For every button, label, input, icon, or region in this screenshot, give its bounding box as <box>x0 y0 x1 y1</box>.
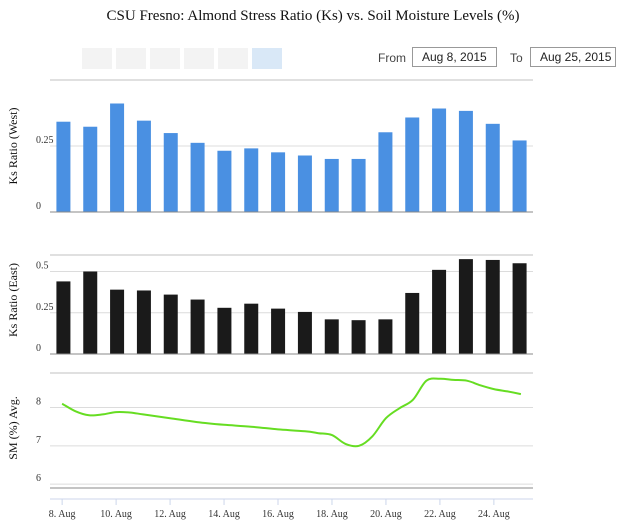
moisture-pane: 6 7 8 SM (%) Avg. <box>6 372 533 489</box>
east-bar-aug-25 <box>512 263 527 354</box>
range-button-4[interactable] <box>184 48 214 69</box>
east-y-tick-label: 0.25 <box>36 302 54 313</box>
west-y-tick-label: 0 <box>36 201 41 212</box>
east-bar-aug-15 <box>244 303 259 354</box>
east-bar-aug-19 <box>351 320 366 354</box>
west-bar-aug-10 <box>110 103 125 212</box>
east-bar-aug-16 <box>271 308 286 354</box>
east-bar-aug-10 <box>110 289 125 354</box>
moisture-y-tick-label: 6 <box>36 473 41 484</box>
east-bar-aug-23 <box>458 259 473 354</box>
east-pane: 0 0.25 0.5 Ks Ratio (East) <box>6 254 533 355</box>
moisture-series-line <box>61 377 522 448</box>
chart-title: CSU Fresno: Almond Stress Ratio (Ks) vs.… <box>106 8 520 24</box>
west-bar-aug-22 <box>432 108 447 212</box>
east-bar-aug-8 <box>56 281 71 354</box>
east-y-tick-label: 0.5 <box>36 261 49 272</box>
east-bar-aug-22 <box>432 269 447 354</box>
west-bar-aug-13 <box>190 142 205 212</box>
east-bar-aug-13 <box>190 299 205 354</box>
east-bar-aug-20 <box>378 319 393 354</box>
x-tick-label: 20. Aug <box>370 509 402 520</box>
west-pane: 0 0.25 Ks Ratio (West) <box>6 79 533 213</box>
west-y-axis-title: Ks Ratio (West) <box>6 107 20 184</box>
east-bar-aug-12 <box>163 294 178 354</box>
west-bar-aug-23 <box>458 110 473 212</box>
x-tick-label: 18. Aug <box>316 509 348 520</box>
west-bar-aug-12 <box>163 133 178 212</box>
west-bar-aug-11 <box>136 120 151 212</box>
x-tick-label: 8. Aug <box>49 509 76 520</box>
moisture-y-tick-label: 8 <box>36 397 41 408</box>
to-date-input[interactable]: Aug 25, 2015 <box>530 47 616 67</box>
east-bar-aug-17 <box>297 311 312 354</box>
east-bar-aug-24 <box>485 259 500 354</box>
east-bar-aug-21 <box>405 292 420 354</box>
x-tick-label: 22. Aug <box>424 509 456 520</box>
west-bar-aug-24 <box>485 123 500 212</box>
west-bar-aug-20 <box>378 132 393 212</box>
west-bar-aug-16 <box>271 152 286 212</box>
east-y-tick-label: 0 <box>36 343 41 354</box>
x-tick-label: 16. Aug <box>262 509 294 520</box>
west-bar-aug-15 <box>244 148 259 212</box>
range-button-1[interactable] <box>82 48 112 69</box>
x-axis: 8. Aug 10. Aug 12. Aug 14. Aug 16. Aug 18. Au… <box>49 498 533 520</box>
moisture-y-axis-title: SM (%) Avg. <box>6 396 20 459</box>
x-tick-label: 14. Aug <box>208 509 240 520</box>
x-tick-label: 10. Aug <box>100 509 132 520</box>
from-label: From <box>378 51 406 65</box>
range-button-5[interactable] <box>218 48 248 69</box>
range-button-6-active[interactable] <box>252 48 282 69</box>
moisture-y-tick-label: 7 <box>36 435 41 446</box>
west-bar-aug-19 <box>351 158 366 212</box>
east-y-axis-title: Ks Ratio (East) <box>6 263 20 337</box>
west-bar-aug-14 <box>217 150 232 212</box>
east-bar-aug-11 <box>136 290 151 354</box>
east-bar-aug-18 <box>324 319 339 354</box>
west-bar-aug-25 <box>512 140 527 212</box>
x-tick-label: 24. Aug <box>478 509 510 520</box>
west-bar-aug-18 <box>324 158 339 212</box>
west-bar-aug-21 <box>405 117 420 212</box>
west-bar-aug-9 <box>83 126 98 212</box>
to-label: To <box>510 51 523 65</box>
west-y-tick-label: 0.25 <box>36 135 54 146</box>
range-button-3[interactable] <box>150 48 180 69</box>
from-date-input[interactable]: Aug 8, 2015 <box>412 47 497 67</box>
east-bar-aug-9 <box>83 271 98 354</box>
x-tick-label: 12. Aug <box>154 509 186 520</box>
east-bar-aug-14 <box>217 307 232 354</box>
west-bar-aug-17 <box>297 155 312 212</box>
west-bar-aug-8 <box>56 121 71 212</box>
range-button-2[interactable] <box>116 48 146 69</box>
